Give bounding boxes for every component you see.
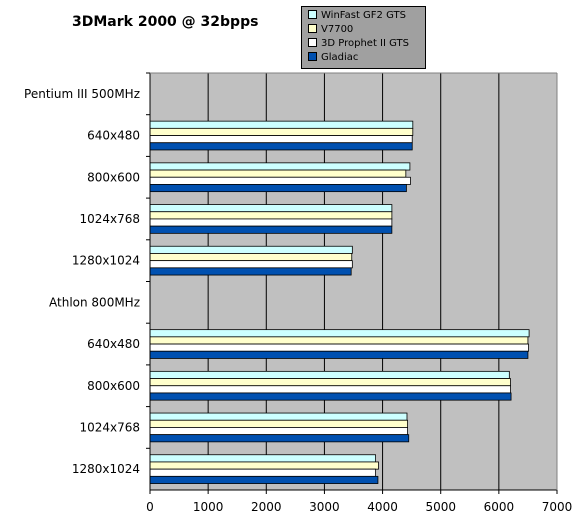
category-label: 640x480 bbox=[87, 337, 140, 351]
x-tick-label: 1000 bbox=[193, 500, 224, 514]
category-label: 1280x1024 bbox=[72, 462, 140, 476]
bar bbox=[149, 162, 411, 171]
bar bbox=[149, 142, 413, 151]
category-label: Pentium III 500MHz bbox=[24, 87, 140, 101]
bar bbox=[149, 370, 510, 379]
legend-item-gladiac: Gladiac bbox=[308, 51, 358, 64]
bar bbox=[149, 225, 393, 234]
bar bbox=[149, 218, 393, 227]
plot-background bbox=[150, 73, 557, 490]
bar bbox=[149, 169, 407, 178]
bar bbox=[149, 329, 530, 338]
bar bbox=[149, 260, 353, 269]
category-label: 1024x768 bbox=[79, 420, 140, 434]
bar bbox=[149, 120, 414, 129]
legend-swatch-gladiac bbox=[308, 52, 317, 61]
bar bbox=[149, 343, 529, 352]
bar bbox=[149, 336, 529, 345]
bar bbox=[149, 184, 407, 193]
bar bbox=[149, 475, 379, 484]
bar bbox=[149, 350, 529, 359]
x-tick-label: 4000 bbox=[367, 500, 398, 514]
legend-item-3d-prophet: 3D Prophet II GTS bbox=[308, 37, 409, 50]
legend-swatch-3d-prophet bbox=[308, 38, 317, 47]
chart-title: 3DMark 2000 @ 32bpps bbox=[72, 14, 259, 30]
legend-swatch-v7700 bbox=[308, 24, 317, 33]
legend-item-winfast: WinFast GF2 GTS bbox=[308, 9, 406, 22]
bar bbox=[149, 434, 410, 443]
bar bbox=[149, 267, 352, 276]
category-label: Athlon 800MHz bbox=[49, 295, 140, 309]
legend: WinFast GF2 GTS V7700 3D Prophet II GTS … bbox=[301, 6, 426, 69]
bar bbox=[149, 135, 413, 144]
bar bbox=[149, 211, 393, 220]
legend-label-gladiac: Gladiac bbox=[321, 52, 359, 63]
bar bbox=[149, 245, 353, 254]
bar bbox=[149, 127, 414, 136]
category-label: 800x600 bbox=[87, 379, 140, 393]
bar bbox=[149, 412, 408, 421]
bar bbox=[149, 176, 411, 185]
category-label: 1024x768 bbox=[79, 212, 140, 226]
bar bbox=[149, 385, 511, 394]
legend-label-v7700: V7700 bbox=[321, 24, 354, 35]
bar bbox=[149, 468, 376, 477]
bar bbox=[149, 204, 393, 213]
bar bbox=[149, 454, 376, 463]
bar bbox=[149, 253, 353, 262]
x-tick-label: 2000 bbox=[251, 500, 282, 514]
bar bbox=[149, 427, 408, 436]
legend-label-winfast: WinFast GF2 GTS bbox=[321, 10, 406, 21]
x-tick-label: 7000 bbox=[542, 500, 573, 514]
x-tick-label: 0 bbox=[146, 500, 154, 514]
x-tick-label: 6000 bbox=[484, 500, 515, 514]
bar bbox=[149, 461, 379, 470]
bar bbox=[149, 419, 408, 428]
category-label: 1280x1024 bbox=[72, 254, 140, 268]
bar bbox=[149, 378, 511, 387]
legend-label-3d-prophet: 3D Prophet II GTS bbox=[321, 38, 409, 49]
bar bbox=[149, 392, 512, 401]
legend-swatch-winfast bbox=[308, 10, 317, 19]
category-label: 800x600 bbox=[87, 170, 140, 184]
x-tick-label: 3000 bbox=[309, 500, 340, 514]
category-label: 640x480 bbox=[87, 129, 140, 143]
x-tick-label: 5000 bbox=[425, 500, 456, 514]
legend-item-v7700: V7700 bbox=[308, 23, 353, 36]
